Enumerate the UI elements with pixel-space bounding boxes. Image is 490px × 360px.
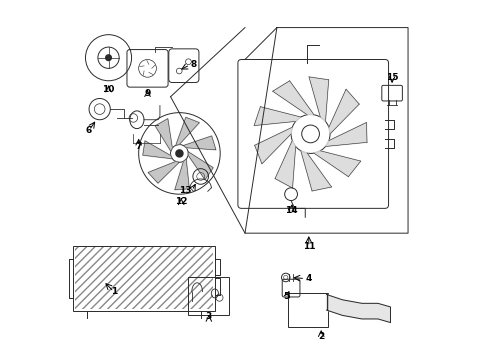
Polygon shape <box>329 89 359 134</box>
Bar <box>73 246 215 311</box>
Text: 6: 6 <box>86 126 92 135</box>
Text: 15: 15 <box>386 73 398 82</box>
Polygon shape <box>275 141 295 188</box>
Text: 1: 1 <box>111 287 117 296</box>
Polygon shape <box>175 159 189 190</box>
Text: 4: 4 <box>305 274 312 283</box>
Polygon shape <box>155 118 172 151</box>
Circle shape <box>106 55 111 60</box>
Polygon shape <box>255 127 292 164</box>
Bar <box>288 293 328 327</box>
Polygon shape <box>326 294 391 323</box>
Text: 11: 11 <box>302 242 315 251</box>
Polygon shape <box>143 141 172 159</box>
Text: 12: 12 <box>175 197 188 206</box>
Polygon shape <box>183 136 216 150</box>
Text: 14: 14 <box>285 206 297 215</box>
Polygon shape <box>314 151 361 177</box>
Bar <box>75 247 213 309</box>
Text: 9: 9 <box>145 89 151 98</box>
Text: 8: 8 <box>190 60 196 69</box>
Polygon shape <box>188 152 213 180</box>
Polygon shape <box>325 122 367 147</box>
Polygon shape <box>176 117 199 145</box>
Polygon shape <box>301 151 332 191</box>
Polygon shape <box>254 107 301 126</box>
Bar <box>188 278 229 315</box>
Text: 3: 3 <box>206 312 212 321</box>
Text: 13: 13 <box>179 186 192 195</box>
Text: 7: 7 <box>135 142 142 151</box>
Text: 10: 10 <box>102 85 115 94</box>
Polygon shape <box>148 162 179 183</box>
Circle shape <box>176 150 183 157</box>
Polygon shape <box>273 81 314 115</box>
Text: 2: 2 <box>318 332 324 341</box>
Polygon shape <box>309 77 329 121</box>
Text: 5: 5 <box>284 292 290 301</box>
